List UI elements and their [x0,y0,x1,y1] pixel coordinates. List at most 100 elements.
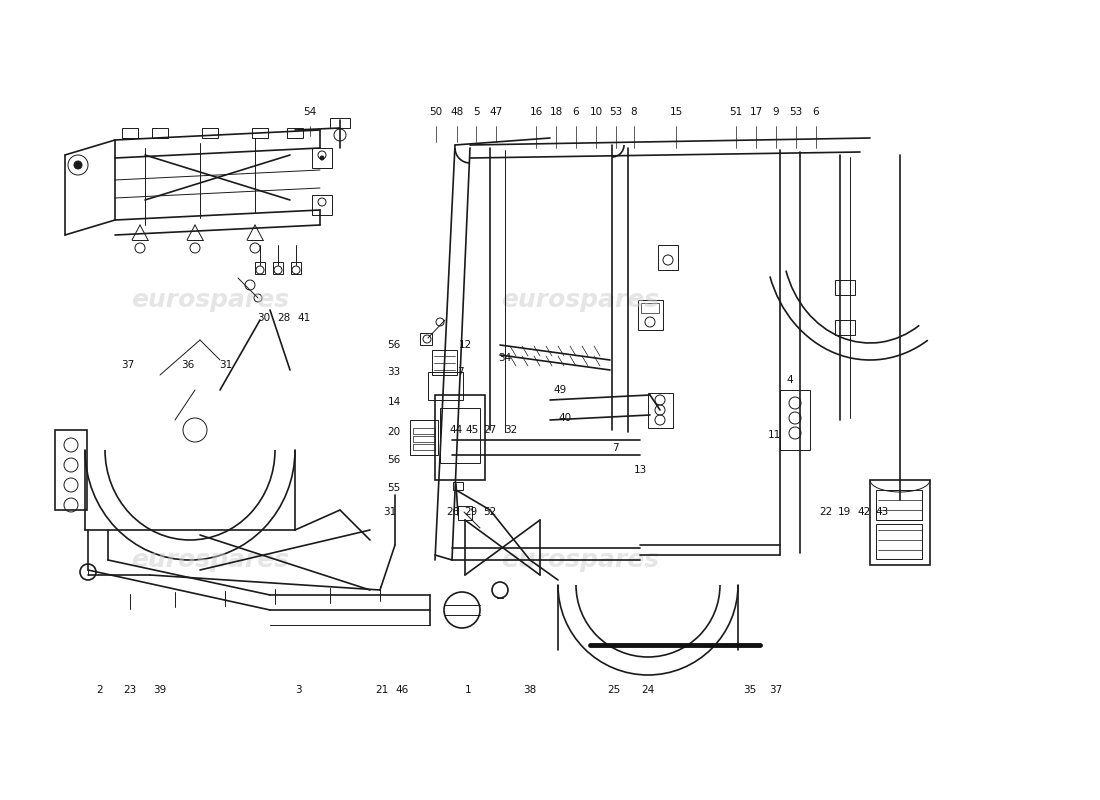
Text: 6: 6 [573,107,580,117]
Text: 46: 46 [395,685,408,695]
Bar [55,430,87,510]
Bar [870,480,930,565]
Text: 24: 24 [641,685,654,695]
Text: 45: 45 [465,425,478,435]
Text: 55: 55 [387,483,400,493]
Text: 53: 53 [790,107,803,117]
Text: 31: 31 [219,360,232,370]
Text: 7: 7 [456,367,463,377]
Bar [648,393,673,428]
Text: 28: 28 [277,313,290,323]
Text: 22: 22 [820,507,833,517]
Bar [287,128,303,138]
Bar [152,128,168,138]
Bar [412,444,434,450]
Text: 5: 5 [473,107,480,117]
Text: 50: 50 [429,107,442,117]
Text: 10: 10 [590,107,603,117]
Text: 44: 44 [450,425,463,435]
Text: 18: 18 [549,107,562,117]
Text: 41: 41 [297,313,310,323]
Text: eurospares: eurospares [500,288,659,312]
Text: 30: 30 [257,313,271,323]
Text: 17: 17 [749,107,762,117]
Bar [255,262,265,274]
Bar [312,148,332,168]
Text: 37: 37 [769,685,782,695]
Bar [876,490,922,520]
Bar [658,245,678,270]
Text: 56: 56 [387,455,400,465]
Text: 14: 14 [387,397,400,407]
Text: 16: 16 [529,107,542,117]
Circle shape [320,156,324,160]
Text: 38: 38 [524,685,537,695]
Bar [330,118,350,128]
Text: 1: 1 [464,685,471,695]
Text: 4: 4 [786,375,793,385]
Text: 36: 36 [182,360,195,370]
Text: 56: 56 [387,340,400,350]
Text: 53: 53 [609,107,623,117]
Text: 37: 37 [121,360,134,370]
Text: 26: 26 [447,507,460,517]
Text: 13: 13 [634,465,647,475]
Text: 35: 35 [744,685,757,695]
Bar [835,280,855,295]
Text: 43: 43 [876,507,889,517]
Text: 11: 11 [768,430,781,440]
Bar [202,128,218,138]
Text: 32: 32 [505,425,518,435]
Text: 42: 42 [857,507,870,517]
Text: 54: 54 [304,107,317,117]
Text: eurospares: eurospares [131,548,289,572]
Bar [273,262,283,274]
Text: 48: 48 [450,107,463,117]
Text: 8: 8 [630,107,637,117]
Text: 29: 29 [464,507,477,517]
Bar [458,506,472,520]
Bar [432,350,456,375]
Bar [638,300,663,330]
Text: 21: 21 [375,685,388,695]
Text: 6: 6 [813,107,820,117]
Text: 39: 39 [153,685,166,695]
Text: 3: 3 [295,685,301,695]
Bar [410,420,438,455]
Circle shape [74,161,82,169]
Bar [420,333,432,345]
Text: 47: 47 [490,107,503,117]
Bar [428,372,463,400]
Text: 7: 7 [612,443,618,453]
Bar [412,436,434,442]
Text: 19: 19 [837,507,850,517]
Bar [876,524,922,559]
Text: eurospares: eurospares [500,548,659,572]
Text: 27: 27 [483,425,496,435]
Bar [434,395,485,480]
Bar [412,428,434,434]
Bar [292,262,301,274]
Text: 33: 33 [387,367,400,377]
Bar [835,320,855,335]
Text: 20: 20 [387,427,400,437]
Text: 40: 40 [559,413,572,423]
Text: 2: 2 [97,685,103,695]
Bar [780,390,810,450]
Bar [312,195,332,215]
Text: 9: 9 [772,107,779,117]
Text: 51: 51 [729,107,743,117]
Text: 34: 34 [498,353,512,363]
Bar [453,482,463,490]
Text: 31: 31 [384,507,397,517]
Bar [122,128,138,138]
Text: 49: 49 [553,385,566,395]
Text: eurospares: eurospares [131,288,289,312]
Text: 15: 15 [670,107,683,117]
Text: 52: 52 [483,507,496,517]
Bar [252,128,268,138]
Bar [440,408,480,463]
Bar [641,303,659,313]
Text: 12: 12 [459,340,472,350]
Text: 25: 25 [607,685,620,695]
